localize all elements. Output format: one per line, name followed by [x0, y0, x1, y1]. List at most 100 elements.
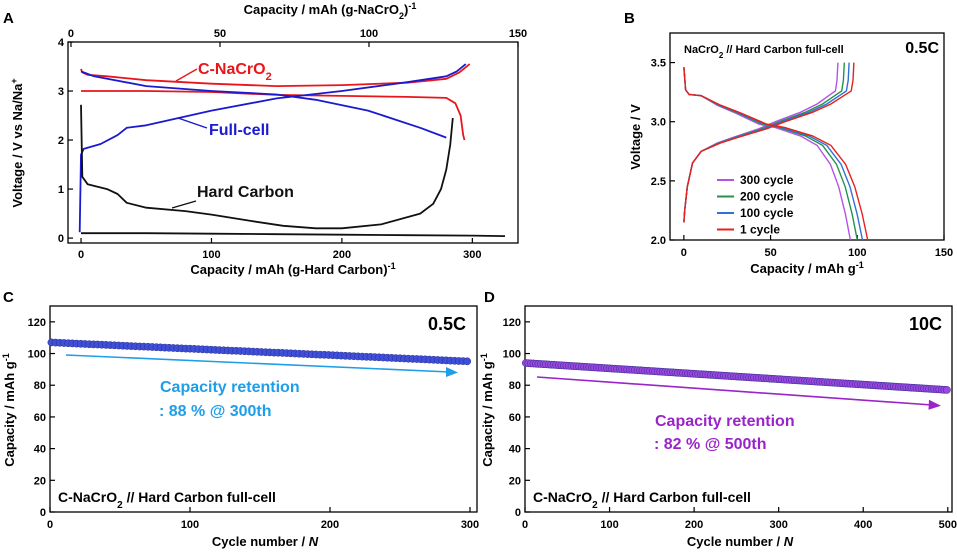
panel-c-y-tick-label: 20: [34, 475, 46, 487]
panel-c-data-point: [463, 357, 472, 366]
panel-b-x-tick-label: 100: [848, 247, 866, 259]
panel-c-x-tick-label: 0: [47, 519, 53, 531]
panel-d-x-tick-label: 300: [769, 519, 787, 531]
panel-a-x-tick-label: 300: [463, 249, 481, 261]
panel-d-frame: [524, 305, 953, 513]
panel-b-legend: 300 cycle 200 cycle 100 cycle 1 cycle: [717, 173, 794, 237]
panel-b-title: NaCrO2 // Hard Carbon full-cell: [684, 44, 844, 60]
panel-c-data: [47, 338, 472, 366]
panel-a-c-nacro2-discharge-curve: [81, 90, 466, 141]
panel-b-y-ticks: 2.0 2.5 3.0 3.5: [651, 58, 675, 247]
panel-a-top-axis-label: Capacity / mAh (g-NaCrO2)-1: [244, 1, 417, 21]
panel-a-x-ticks: 0 100 200 300: [78, 238, 482, 261]
panel-d-y-tick-label: 100: [503, 349, 521, 361]
panel-d-arrowhead: [928, 399, 941, 410]
panel-d-y-ticks: 0 20 40 60 80 100 120: [503, 317, 530, 519]
panel-d-retention-title: Capacity retention: [655, 413, 795, 430]
panel-c-rate: 0.5C: [428, 314, 466, 334]
panel-a-x2-tick-label: 150: [509, 28, 527, 40]
panel-d-x-tick-label: 0: [522, 519, 528, 531]
panel-a-frame: [67, 41, 519, 244]
panel-a-x2-tick-label: 50: [214, 28, 226, 40]
panel-c-y-tick-label: 100: [28, 349, 46, 361]
panel-letter-c: C: [3, 289, 14, 306]
panel-a-arrow-c-nacro2: [175, 68, 198, 82]
panel-c-y-tick-label: 120: [28, 317, 46, 329]
panel-letter-a: A: [3, 10, 14, 27]
panel-c-retention-value: : 88 % @ 300th: [159, 403, 272, 420]
panel-a-x-tick-label: 100: [202, 249, 220, 261]
panel-c-x-ticks: 0 100 200 300: [47, 507, 479, 531]
panel-c-x-tick-label: 300: [461, 519, 479, 531]
panel-d-data: [521, 359, 951, 394]
panel-a-x-tick-label: 200: [333, 249, 351, 261]
panel-d-trend-arrow: [536, 376, 933, 406]
panel-c-y-tick-label: 0: [40, 507, 46, 519]
panel-d-y-tick-label: 80: [509, 380, 521, 392]
panel-a-y-ticks: 0 1 2 3 4: [58, 37, 73, 245]
panel-d-rate: 10C: [909, 314, 942, 334]
panel-c-frame: [49, 305, 478, 513]
panel-b-1-cycle-charge-curve: [683, 62, 855, 223]
panel-a-curves: [78, 63, 506, 237]
panel-b-rate: 0.5C: [905, 40, 939, 57]
panel-a-y-tick-label: 2: [58, 135, 64, 147]
panel-a-x2-tick-label: 0: [68, 28, 74, 40]
panel-a-label-c-nacro2: C-NaCrO2: [198, 61, 272, 83]
panel-c-y-axis-label: Capacity / mAh g-1: [1, 353, 17, 466]
panel-d-cell-label: C-NaCrO2 // Hard Carbon full-cell: [533, 489, 751, 511]
panel-letter-d: D: [484, 289, 495, 306]
panel-a-top-x-ticks: 0 50 100 150: [68, 28, 527, 47]
panel-letter-b: B: [624, 10, 635, 27]
panel-c-cell-label: C-NaCrO2 // Hard Carbon full-cell: [58, 489, 276, 511]
panel-c-trend-arrow: [65, 354, 451, 373]
panel-d-cycling-10c: 0 100 200 300 400 500 0 20 40 60 80 100 120 10C Cap…: [479, 305, 957, 549]
panel-d-y-tick-label: 0: [515, 507, 521, 519]
panel-b-x-tick-label: 0: [681, 247, 687, 259]
panel-c-retention-title: Capacity retention: [160, 379, 300, 396]
panel-c-y-tick-label: 60: [34, 412, 46, 424]
panel-c-arrowhead: [446, 367, 458, 377]
panel-b-y-tick-label: 3.5: [651, 58, 666, 70]
panel-d-y-tick-label: 120: [503, 317, 521, 329]
panel-d-x-ticks: 0 100 200 300 400 500: [522, 507, 957, 531]
panel-b-x-tick-label: 50: [764, 247, 776, 259]
panel-a-full-cell-charge-curve: [78, 63, 467, 233]
panel-a-arrow-hard-carbon: [171, 200, 197, 209]
panel-b-x-ticks: 0 50 100 150: [681, 235, 953, 259]
panel-c-y-tick-label: 40: [34, 444, 46, 456]
panel-a-y-tick-label: 4: [58, 37, 65, 49]
panel-b-legend-label: 1 cycle: [740, 223, 780, 237]
panel-c-y-ticks: 0 20 40 60 80 100 120: [28, 317, 55, 519]
panel-a-hard-carbon-discharge-curve: [80, 104, 454, 230]
panel-a-y-tick-label: 3: [58, 86, 64, 98]
panel-a-label-hard-carbon: Hard Carbon: [197, 184, 294, 201]
panel-b-1-cycle-discharge-curve: [683, 67, 869, 241]
panel-b-legend-label: 200 cycle: [740, 190, 794, 204]
panel-a-full-cell-discharge-curve: [80, 70, 447, 139]
panel-d-x-axis-label: Cycle number / N: [687, 534, 794, 549]
panel-b-y-tick-label: 2.5: [651, 176, 666, 188]
panel-a-arrow-full-cell: [177, 117, 208, 129]
panel-a-y-tick-label: 0: [58, 233, 64, 245]
panel-d-x-tick-label: 500: [939, 519, 957, 531]
panel-a-y-axis-label: Voltage / V vs Na/Na+: [9, 78, 25, 207]
panel-a-voltage-profiles: 0 100 200 300 0 50 100 150 0 1 2 3 4 Capacity / mA…: [9, 1, 527, 277]
panel-d-data-point: [943, 386, 951, 394]
panel-a-label-full-cell: Full-cell: [209, 122, 269, 139]
panel-d-y-tick-label: 40: [509, 444, 521, 456]
panel-b-legend-label: 100 cycle: [740, 206, 794, 220]
panel-a-hard-carbon-charge-curve: [81, 232, 506, 237]
panel-b-y-tick-label: 2.0: [651, 235, 666, 247]
panel-b-y-axis-label: Voltage / V: [628, 104, 643, 170]
panel-d-y-tick-label: 20: [509, 475, 521, 487]
panel-b-frame: [669, 32, 945, 241]
panel-d-x-tick-label: 100: [600, 519, 618, 531]
panel-d-y-tick-label: 60: [509, 412, 521, 424]
panel-d-x-tick-label: 200: [685, 519, 703, 531]
panel-d-x-tick-label: 400: [854, 519, 872, 531]
panel-b-legend-label: 300 cycle: [740, 173, 794, 187]
panel-b-curves: [683, 62, 869, 241]
panel-c-x-tick-label: 200: [321, 519, 339, 531]
panel-d-retention-value: : 82 % @ 500th: [654, 436, 767, 453]
